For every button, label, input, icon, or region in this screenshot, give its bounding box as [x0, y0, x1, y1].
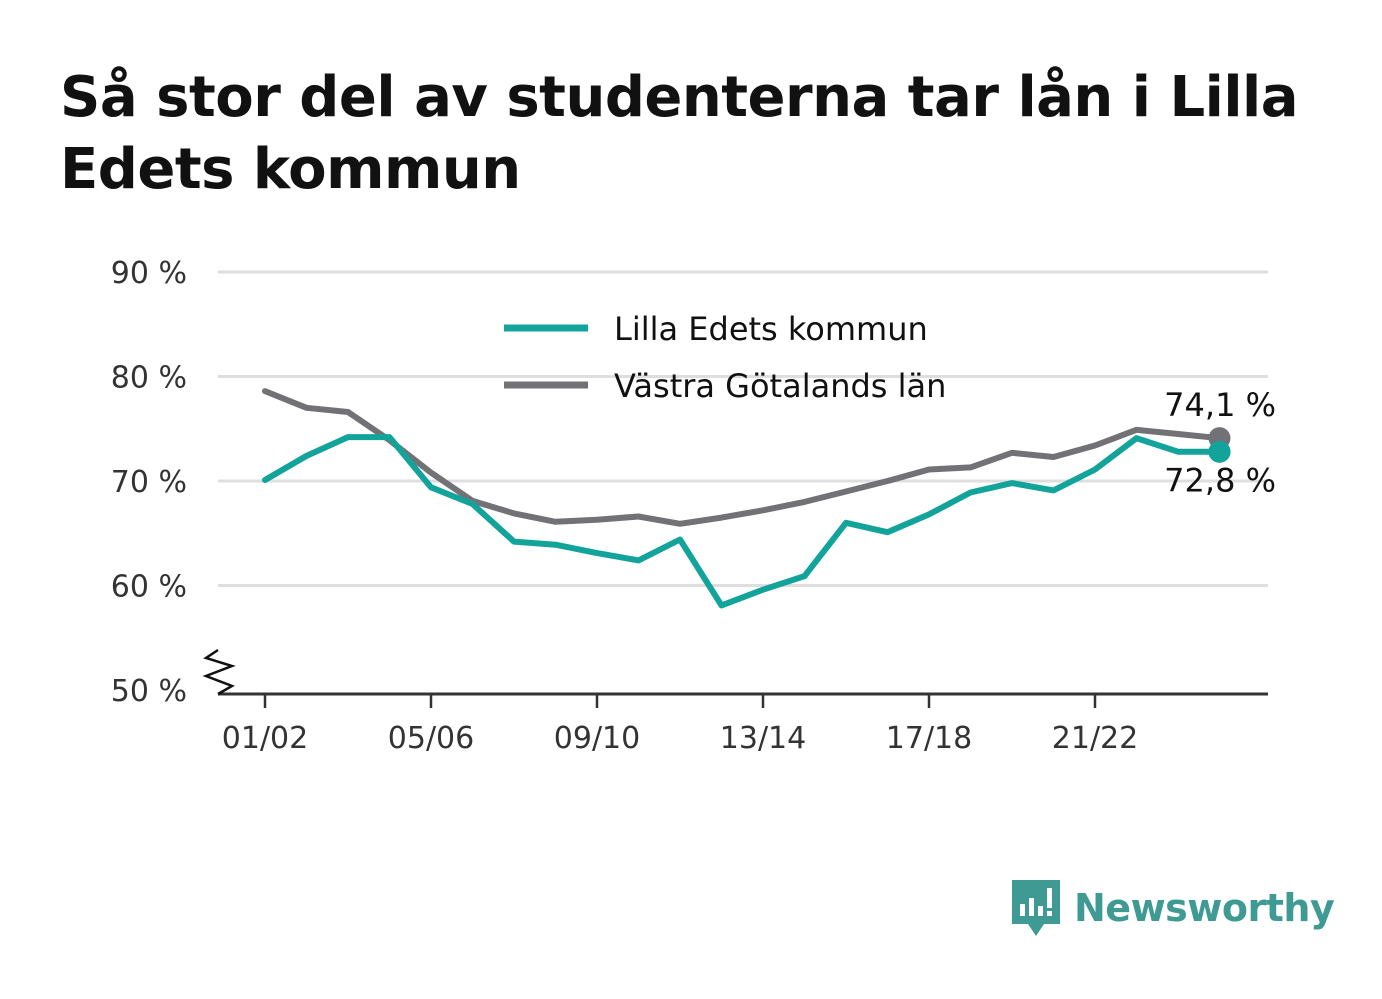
y-tick-label: 80 % [111, 361, 187, 396]
x-tick-label: 21/22 [1052, 721, 1138, 756]
newsworthy-logo-icon [1012, 880, 1060, 936]
legend-label: Västra Götalands län [614, 367, 946, 405]
legend-label: Lilla Edets kommun [614, 310, 928, 348]
brand-name: Newsworthy [1074, 886, 1335, 930]
axis-break-icon [202, 648, 236, 696]
x-tick-label: 05/06 [388, 721, 474, 756]
y-tick-label: 90 % [111, 256, 187, 291]
y-tick-label: 60 % [111, 570, 187, 605]
brand-logo: Newsworthy [1010, 878, 1335, 938]
x-tick-label: 13/14 [720, 721, 806, 756]
x-tick-label: 01/02 [222, 721, 308, 756]
end-value-label: 74,1 % [1164, 386, 1276, 424]
end-value-label: 72,8 % [1164, 462, 1276, 500]
x-tick-label: 09/10 [554, 721, 640, 756]
x-tick-label: 17/18 [886, 721, 972, 756]
y-axis-labels: 90 % 80 % 70 % 60 % 50 % [111, 256, 187, 709]
end-points: 72,8 % 74,1 % [1164, 386, 1276, 500]
series-lines [262, 388, 1223, 609]
series-line-vastra-gotalands-lan [262, 388, 1223, 527]
legend: Lilla Edets kommun Västra Götalands län [504, 310, 946, 405]
x-axis [202, 648, 1268, 708]
x-axis-labels: 01/02 05/06 09/10 13/14 17/18 21/22 [222, 721, 1138, 756]
gridlines [218, 270, 1268, 587]
y-tick-label: 50 % [111, 674, 187, 709]
end-point [1208, 440, 1231, 463]
series-line-lilla-edets-kommun [262, 434, 1223, 609]
chart-title: Så stor del av studenterna tar lån i Lil… [60, 65, 1299, 202]
y-tick-label: 70 % [111, 465, 187, 500]
